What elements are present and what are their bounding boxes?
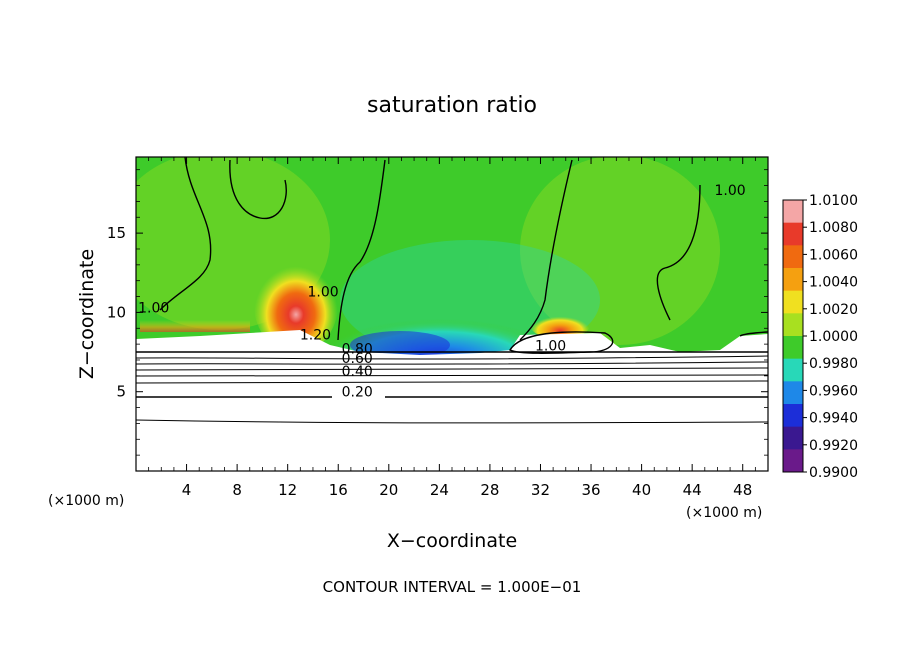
hot-region — [254, 257, 338, 353]
colorbar-label: 1.0080 — [809, 220, 858, 236]
contour-label: 0.80 — [342, 342, 373, 358]
colorbar-label: 0.9920 — [809, 438, 858, 454]
x-tick-label: 4 — [182, 481, 192, 499]
contour-label: 0.20 — [342, 384, 373, 400]
x-tick-label: 12 — [278, 481, 297, 499]
x-axis: 4 8 12 16 20 24 28 32 36 40 44 48 — [148, 157, 756, 499]
y-tick-label: 5 — [116, 383, 126, 401]
lower-region — [136, 330, 768, 471]
colorbar-swatch — [783, 290, 803, 314]
contour-label: 1.00 — [714, 183, 745, 199]
colorbar-swatch — [783, 245, 803, 269]
y-tick-label: 10 — [107, 303, 126, 321]
field-layer — [136, 157, 768, 471]
colorbar-swatch — [783, 336, 803, 360]
colorbar-swatch — [783, 222, 803, 246]
lower-contours — [136, 351, 768, 424]
x-unit-label-left: (×1000 m) — [48, 493, 124, 509]
field-light-patch — [520, 157, 720, 345]
colorbar-label: 1.0100 — [809, 193, 858, 209]
x-tick-label: 20 — [379, 481, 398, 499]
x-axis-label: X−coordinate — [387, 530, 517, 552]
colorbar-swatch — [783, 358, 803, 382]
x-tick-label: 8 — [232, 481, 242, 499]
colorbar-swatch — [783, 449, 803, 473]
colorbar-label: 1.0040 — [809, 275, 858, 291]
colorbar-swatch — [783, 200, 803, 224]
colorbar-label: 0.9980 — [809, 356, 858, 372]
colorbar-label: 0.9900 — [809, 465, 858, 481]
colorbar-swatch — [783, 426, 803, 450]
colorbar-swatch — [783, 268, 803, 292]
x-tick-label: 16 — [329, 481, 348, 499]
contour-interval-note: CONTOUR INTERVAL = 1.000E−01 — [323, 578, 582, 596]
colorbar: 1.0100 1.0080 1.0060 1.0040 1.0020 1.0000 0.99… — [782, 193, 858, 481]
contour-label: 1.20 — [300, 327, 331, 343]
warm-band — [140, 320, 250, 332]
contour-label: 0.60 — [342, 351, 373, 367]
y-tick-label: 15 — [107, 224, 126, 242]
x-tick-label: 40 — [632, 481, 651, 499]
x-tick-label: 48 — [733, 481, 752, 499]
contour-label: 1.00 — [307, 285, 338, 301]
upper-contours — [159, 157, 768, 354]
x-tick-label: 44 — [683, 481, 702, 499]
colorbar-swatch — [783, 313, 803, 337]
x-tick-label: 32 — [531, 481, 550, 499]
colorbar-label: 1.0060 — [809, 247, 858, 263]
colorbar-swatch — [783, 404, 803, 428]
contour-label: 0.40 — [342, 364, 373, 380]
colorbar-label: 1.0000 — [809, 329, 858, 345]
colorbar-label: 0.9960 — [809, 383, 858, 399]
x-tick-label: 24 — [430, 481, 449, 499]
contour-label: 1.00 — [535, 338, 566, 354]
x-tick-label: 28 — [480, 481, 499, 499]
x-tick-label: 36 — [581, 481, 600, 499]
colorbar-label: 1.0020 — [809, 302, 858, 318]
x-unit-label-right: (×1000 m) — [686, 505, 762, 521]
contour-label: 1.00 — [138, 300, 169, 316]
y-axis-label: Z−coordinate — [76, 249, 98, 379]
colorbar-swatch — [783, 381, 803, 405]
colorbar-label: 0.9940 — [809, 411, 858, 427]
chart-title: saturation ratio — [367, 93, 537, 118]
y-axis: 5 10 15 — [107, 169, 768, 456]
contour-labels: 1.00 1.00 1.00 1.20 1.00 0.800.600.40 0.20 — [138, 183, 746, 400]
